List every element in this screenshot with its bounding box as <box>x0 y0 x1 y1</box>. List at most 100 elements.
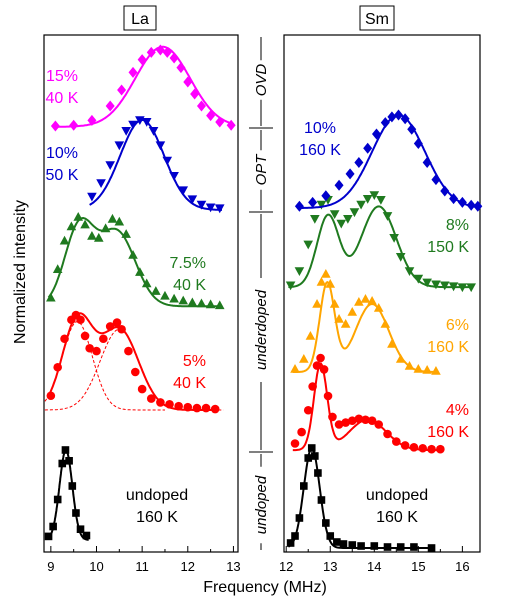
data-point <box>316 353 325 363</box>
data-point <box>169 293 179 303</box>
data-point <box>99 334 108 344</box>
data-point <box>290 439 300 448</box>
data-point <box>66 221 77 231</box>
data-point <box>360 294 371 303</box>
data-point <box>427 544 436 552</box>
data-point <box>354 157 364 168</box>
series-15pct: 15% 40 K <box>46 44 236 132</box>
data-point <box>87 114 97 126</box>
data-point <box>316 200 327 210</box>
data-point <box>380 117 390 129</box>
data-point <box>431 366 441 375</box>
region-label: OVD <box>253 64 270 97</box>
data-point <box>308 196 318 208</box>
series-label-doping: undoped <box>126 487 188 504</box>
data-point <box>317 496 326 504</box>
data-point <box>466 199 476 211</box>
region-label: undoped <box>253 475 270 534</box>
data-point <box>286 539 295 547</box>
plot-frame <box>43 34 239 553</box>
data-point <box>410 543 418 551</box>
data-point <box>383 543 392 551</box>
data-point <box>367 416 377 426</box>
data-point <box>431 174 441 186</box>
series-label-temperature: 160 K <box>136 509 178 526</box>
series-label-doping: 15% <box>46 68 78 85</box>
data-point <box>210 404 220 414</box>
series-10pct: 10% 50 K <box>46 116 225 214</box>
data-point <box>407 123 417 135</box>
data-point <box>178 295 189 305</box>
series-label-temperature: 40 K <box>173 277 206 294</box>
series-label: undoped 160 K <box>366 487 428 526</box>
series-label-temperature: 160 K <box>427 339 469 356</box>
series-label-temperature: 50 K <box>46 167 79 184</box>
data-point <box>321 269 331 278</box>
data-point <box>439 281 450 291</box>
data-point <box>80 219 90 229</box>
x-tick-label: 14 <box>367 559 381 574</box>
data-point <box>114 141 125 151</box>
data-point <box>380 319 391 328</box>
data-point <box>374 420 383 429</box>
data-point <box>400 113 410 125</box>
data-point <box>105 100 115 112</box>
x-tick-label: 13 <box>323 559 337 574</box>
data-point <box>436 444 445 454</box>
data-point <box>328 412 337 422</box>
series-8pct: 8% 150 K <box>285 191 476 293</box>
data-point <box>357 542 365 550</box>
data-point <box>295 514 304 522</box>
x-tick-label: 12 <box>279 559 293 574</box>
data-point <box>114 216 125 226</box>
data-point <box>394 109 404 121</box>
x-tick-label: 10 <box>89 559 103 574</box>
data-point <box>431 280 441 290</box>
data-point <box>128 66 138 78</box>
data-point <box>206 110 216 122</box>
series-label: undoped 160 K <box>126 487 188 526</box>
data-point <box>466 283 476 293</box>
series-label-doping: 10% <box>46 145 78 162</box>
x-tick-label: 9 <box>47 559 54 574</box>
data-point <box>183 76 193 88</box>
data-point <box>178 186 189 196</box>
data-point <box>304 454 313 462</box>
fit-curve <box>292 362 443 452</box>
data-point <box>427 444 436 454</box>
data-point <box>87 192 97 202</box>
data-point <box>187 297 198 307</box>
data-point <box>367 296 377 305</box>
data-point <box>345 168 355 180</box>
data-point <box>413 138 423 149</box>
data-point <box>297 427 306 437</box>
fit-curve <box>53 45 234 128</box>
data-point <box>128 250 138 259</box>
data-point <box>190 88 200 100</box>
x-tick-label: 15 <box>411 559 425 574</box>
series-label: 7.5% 40 K <box>170 255 207 294</box>
data-point <box>112 318 122 327</box>
data-point <box>201 403 211 413</box>
data-point <box>44 532 53 541</box>
series-label: 10% 160 K <box>299 120 341 159</box>
data-point <box>361 415 370 425</box>
series-label: 8% 150 K <box>427 217 469 256</box>
fit-curve <box>288 205 474 289</box>
series-label-temperature: 40 K <box>46 90 79 107</box>
data-point <box>325 279 336 288</box>
data-point <box>354 297 364 306</box>
data-point <box>300 482 308 490</box>
data-point <box>53 495 62 504</box>
data-point <box>370 542 379 550</box>
data-point <box>290 364 300 373</box>
data-point <box>169 52 179 64</box>
series-label-temperature: 40 K <box>173 375 206 392</box>
data-point <box>396 543 405 551</box>
data-point <box>413 364 424 373</box>
data-point <box>392 437 401 446</box>
region-label: underdoped <box>253 289 270 370</box>
data-point <box>395 252 406 262</box>
data-point <box>387 339 397 348</box>
